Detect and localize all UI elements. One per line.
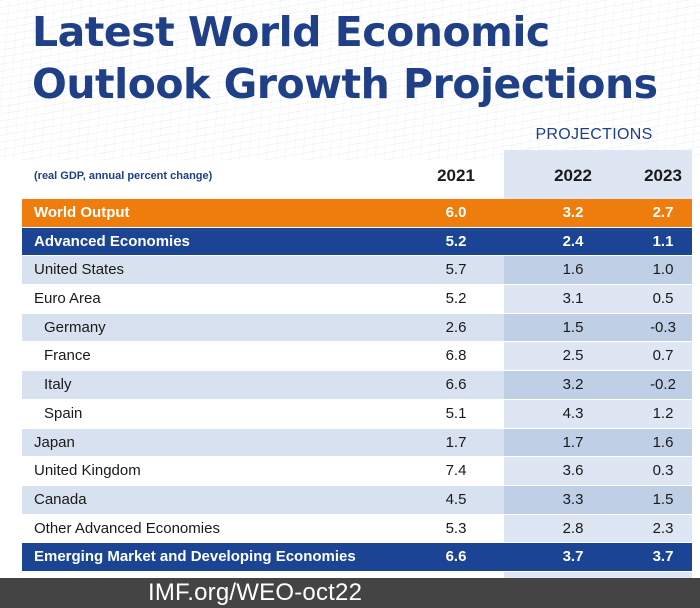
value-2022: 3.3 (562, 490, 584, 508)
value-2021: 5.1 (445, 404, 467, 422)
table-row: Other Advanced Economies 5.3 2.8 2.3 (22, 514, 692, 544)
projection-cell-background (504, 342, 692, 371)
value-2023: 2.3 (652, 519, 674, 537)
value-2023: -0.2 (650, 376, 676, 394)
value-2021: 2.6 (445, 318, 467, 336)
row-label: United States (34, 261, 125, 279)
table-row: United Kingdom 7.4 3.6 0.3 (22, 457, 692, 486)
value-2022: 2.5 (562, 347, 584, 365)
value-2021: 1.7 (445, 433, 467, 451)
value-2022: 3.6 (562, 462, 584, 480)
value-2021: 4.5 (445, 490, 467, 508)
table-row: Euro Area 5.2 3.1 0.5 (22, 285, 692, 314)
projection-cell-background (504, 371, 692, 399)
value-2023: 1.6 (652, 433, 674, 451)
value-2023: 0.3 (652, 462, 674, 480)
value-2021: 5.2 (445, 232, 467, 250)
title-line-2: Outlook Growth Projections (32, 60, 658, 108)
page-title: Latest World Economic Outlook Growth Pro… (32, 6, 692, 110)
value-2022: 3.7 (562, 548, 584, 566)
table-row: Canada 4.5 3.3 1.5 (22, 485, 692, 515)
row-label: Germany (44, 318, 106, 336)
row-label: World Output (34, 204, 130, 221)
projection-cell-background (504, 256, 692, 285)
value-2021: 6.8 (445, 347, 467, 365)
value-2021: 6.6 (445, 548, 467, 566)
units-note: (real GDP, annual percent change) (34, 170, 213, 182)
title-line-1: Latest World Economic (32, 8, 550, 56)
table-row: France 6.8 2.5 0.7 (22, 342, 692, 372)
value-2023: 1.0 (652, 261, 674, 279)
value-2021: 6.0 (445, 204, 467, 221)
value-2023: 0.7 (652, 347, 674, 365)
value-2023: 1.2 (652, 404, 674, 422)
column-header-2022: 2022 (554, 166, 592, 185)
row-label: Other Advanced Economies (34, 519, 220, 537)
footer-bar: IMF.org/WEO-oct22 (0, 578, 700, 608)
projection-cell-background (504, 399, 692, 428)
column-header-2021: 2021 (437, 166, 475, 185)
projection-cell-background (504, 313, 692, 342)
projection-cell-background (504, 485, 692, 514)
value-2022: 3.1 (562, 290, 584, 308)
value-2022: 1.5 (562, 318, 584, 336)
row-label: France (44, 347, 91, 365)
value-2023: 3.7 (652, 548, 674, 566)
value-2022: 2.4 (562, 232, 584, 250)
projections-label: PROJECTIONS (535, 126, 653, 143)
row-label: United Kingdom (34, 462, 141, 480)
row-label: Euro Area (34, 290, 101, 308)
value-2022: 1.7 (562, 433, 584, 451)
value-2021: 5.7 (445, 261, 467, 279)
table-row: Germany 2.6 1.5 -0.3 (22, 313, 692, 343)
value-2023: 1.1 (652, 232, 674, 250)
value-2023: -0.3 (650, 318, 676, 336)
table-row: Italy 6.6 3.2 -0.2 (22, 371, 692, 400)
value-2022: 4.3 (562, 404, 584, 422)
projection-cell-background (504, 457, 692, 485)
value-2023: 1.5 (652, 490, 674, 508)
table-row: Japan 1.7 1.7 1.6 (22, 428, 692, 458)
table-row: World Output 6.0 3.2 2.7 (22, 199, 692, 228)
wave-background (0, 0, 700, 160)
footer-link[interactable]: IMF.org/WEO-oct22 (148, 579, 363, 606)
row-label: Canada (34, 490, 87, 508)
column-header-2023: 2023 (644, 166, 682, 185)
value-2022: 1.6 (562, 261, 584, 279)
value-2023: 2.7 (652, 204, 674, 221)
growth-table: World Output 6.0 3.2 2.7 Advanced Economies 5… (22, 199, 692, 572)
value-2021: 7.4 (445, 462, 467, 480)
projection-cell-background (504, 285, 692, 313)
projection-cell-background (504, 514, 692, 543)
value-2022: 3.2 (562, 376, 584, 394)
table-row: Spain 5.1 4.3 1.2 (22, 399, 692, 429)
value-2021: 6.6 (445, 376, 467, 394)
projection-cell-background (504, 428, 692, 457)
value-2022: 2.8 (562, 519, 584, 537)
row-label: Japan (34, 433, 75, 451)
value-2022: 3.2 (562, 204, 584, 221)
table-row: Emerging Market and Developing Economies… (22, 543, 692, 572)
table-row: United States 5.7 1.6 1.0 (22, 256, 692, 286)
row-label: Spain (44, 404, 83, 422)
row-label: Emerging Market and Developing Economies (34, 548, 356, 566)
row-label: Advanced Economies (34, 232, 190, 250)
value-2021: 5.3 (445, 519, 467, 537)
table-row: Advanced Economies 5.2 2.4 1.1 (22, 227, 692, 257)
value-2023: 0.5 (652, 290, 674, 308)
value-2021: 5.2 (445, 290, 467, 308)
row-label: Italy (44, 376, 72, 394)
